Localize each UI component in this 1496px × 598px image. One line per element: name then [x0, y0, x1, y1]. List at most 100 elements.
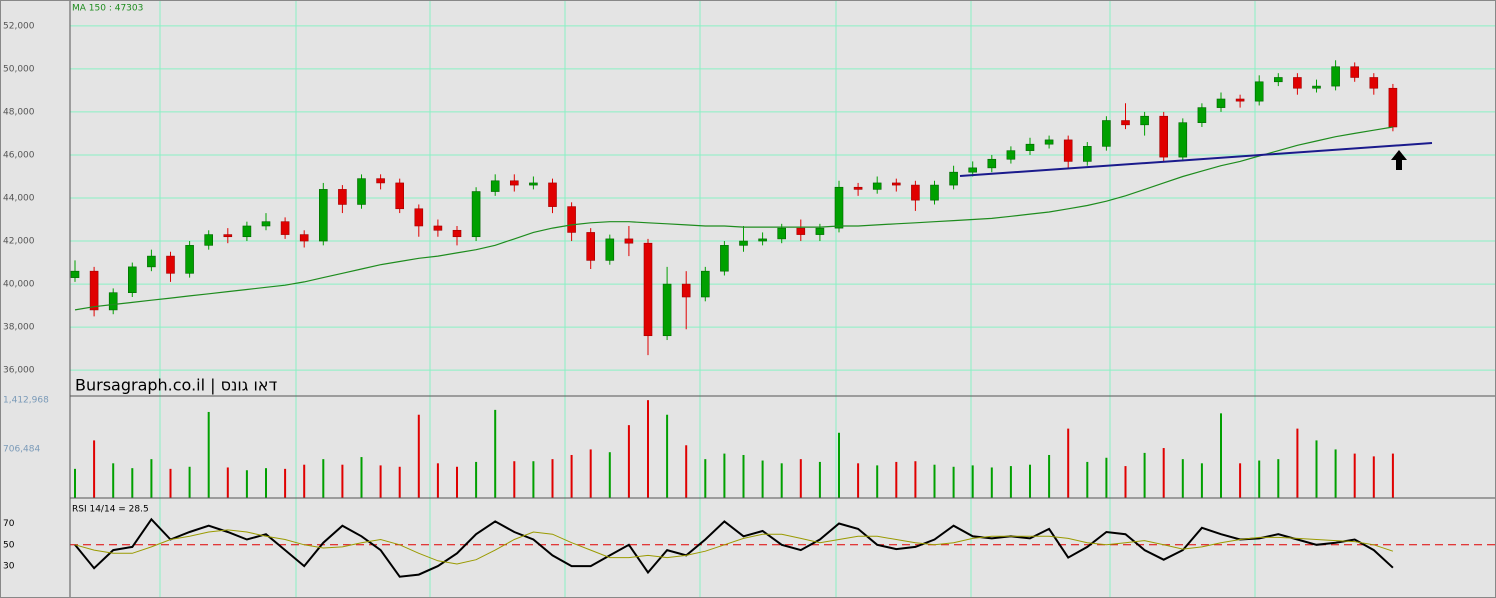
- volume-bar: [1353, 453, 1356, 498]
- y-tick-label: 38,000: [3, 323, 35, 333]
- candle-body: [89, 270, 99, 311]
- candle-body: [796, 227, 806, 235]
- candle-body: [1025, 143, 1035, 151]
- candle-body: [452, 229, 462, 238]
- candle-body: [777, 227, 787, 240]
- volume-bar: [74, 468, 76, 498]
- candle-body: [758, 238, 767, 242]
- volume-bar: [799, 459, 802, 498]
- volume-bar: [742, 454, 745, 498]
- volume-bar: [551, 459, 554, 498]
- volume-bar: [971, 465, 974, 498]
- volume-bar: [1181, 459, 1184, 498]
- y-tick-label: 52,000: [3, 21, 35, 31]
- volume-bar: [265, 468, 267, 498]
- candle-body: [1388, 87, 1398, 128]
- candle-body: [1121, 120, 1130, 126]
- candle-body: [242, 225, 252, 238]
- candle-body: [1140, 115, 1149, 126]
- candle-body: [739, 240, 748, 246]
- volume-bar: [723, 453, 726, 498]
- candle-body: [204, 234, 213, 246]
- volume-bar: [627, 425, 630, 498]
- candle-body: [1293, 77, 1302, 89]
- trend-line: [959, 142, 1433, 177]
- candle-body: [872, 182, 882, 190]
- candle-body: [223, 234, 233, 238]
- volume-bar: [895, 461, 898, 498]
- candle-body: [853, 186, 863, 190]
- candle-body: [357, 178, 366, 205]
- candle-body: [185, 245, 194, 274]
- candle-body: [1083, 146, 1092, 162]
- legend-label: RSI 14/14 = 28.5: [72, 505, 149, 515]
- volume-bar: [112, 463, 115, 498]
- candle-body: [318, 189, 328, 242]
- candle-body: [376, 178, 385, 184]
- candle-body: [1102, 120, 1111, 147]
- volume-bar: [1048, 454, 1051, 498]
- volume-bar: [818, 461, 821, 498]
- candle-body: [949, 171, 958, 186]
- candle-body: [624, 238, 634, 244]
- volume-bar: [952, 466, 955, 498]
- y-tick-label: 44,000: [3, 194, 35, 204]
- volume-bar: [1029, 464, 1031, 498]
- arrow: [1391, 150, 1407, 170]
- volume-bar: [436, 463, 439, 498]
- candle-body: [1369, 77, 1379, 89]
- candle-body: [490, 180, 500, 192]
- candle-body: [299, 234, 309, 242]
- volume-bar: [1296, 428, 1299, 498]
- volume-bar: [1105, 457, 1108, 498]
- volume-bar: [1086, 461, 1089, 498]
- volume-bar: [761, 460, 764, 498]
- volume-bar: [456, 466, 458, 498]
- candle-body: [930, 184, 939, 201]
- candle-body: [567, 206, 576, 233]
- candle-body: [1350, 66, 1359, 78]
- candle-body: [1063, 139, 1073, 162]
- volume-bar: [1067, 428, 1070, 498]
- volume-bar: [570, 454, 573, 498]
- volume-bar: [876, 465, 879, 498]
- plot-layer: 36,000 38,000 40,000 42,000 44,000 46,000 48,0…: [3, 4, 1496, 578]
- volume-bar: [341, 464, 344, 498]
- volume-bar: [322, 459, 325, 498]
- candle-body: [1006, 150, 1016, 160]
- volume-bar: [1239, 463, 1242, 498]
- volume-bar: [857, 463, 860, 498]
- y-tick-label: 1,412,968: [3, 395, 49, 405]
- volume-bar: [188, 466, 191, 498]
- volume-bar: [1220, 413, 1222, 498]
- volume-bar: [475, 461, 478, 498]
- candle-body: [605, 238, 615, 261]
- y-tick-label: 40,000: [3, 280, 35, 290]
- volume-bar: [532, 461, 535, 498]
- line-series: [74, 529, 1394, 565]
- candle-body: [1274, 77, 1283, 83]
- candle-body: [586, 232, 596, 261]
- candle-body: [987, 158, 997, 169]
- y-tick-label: 50: [3, 540, 15, 550]
- volume-bar: [417, 414, 420, 498]
- candle-body: [338, 189, 347, 205]
- y-tick-label: 70: [3, 519, 15, 529]
- line-series: [74, 126, 1393, 311]
- volume-bar: [207, 411, 210, 498]
- candle-body: [834, 186, 844, 229]
- candle-body: [911, 184, 920, 201]
- candle-body: [509, 180, 519, 186]
- candle-body: [395, 182, 405, 210]
- volume-bar: [933, 464, 936, 498]
- volume-bar: [1372, 456, 1375, 498]
- volume-bar: [1162, 448, 1165, 498]
- volume-bar: [379, 465, 382, 498]
- volume-bar: [226, 467, 229, 498]
- candle-body: [1312, 85, 1321, 89]
- volume-bar: [245, 470, 248, 498]
- candle-body: [891, 182, 901, 186]
- volume-bar: [647, 400, 649, 498]
